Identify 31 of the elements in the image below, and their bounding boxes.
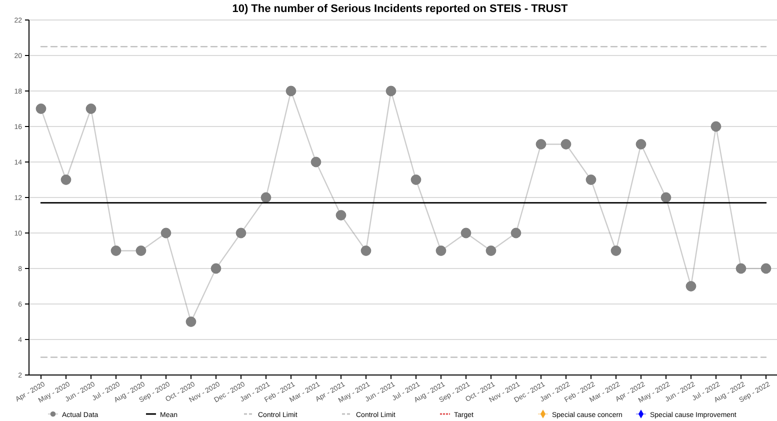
point <box>386 86 396 96</box>
point <box>586 174 596 185</box>
point <box>36 104 46 114</box>
point <box>610 246 622 256</box>
point <box>686 281 696 292</box>
point <box>560 139 572 150</box>
point <box>336 210 346 220</box>
point <box>510 228 522 238</box>
point <box>760 263 772 274</box>
point <box>536 139 546 150</box>
point <box>310 156 322 168</box>
point <box>260 192 272 203</box>
point <box>710 121 722 132</box>
point <box>360 246 372 256</box>
point <box>286 86 296 96</box>
point <box>186 316 196 327</box>
point <box>110 246 122 256</box>
point <box>160 228 172 238</box>
point <box>486 246 496 256</box>
chart-title: 10) The number of Serious Incidents reported on STEIS - TRUST <box>232 3 568 15</box>
point <box>636 139 646 150</box>
point <box>460 228 472 238</box>
point <box>86 104 96 114</box>
point <box>660 192 672 203</box>
point <box>436 246 446 256</box>
point <box>236 228 246 238</box>
point <box>210 263 222 274</box>
point <box>60 174 72 185</box>
point <box>410 174 422 185</box>
point <box>136 246 146 256</box>
point <box>736 263 746 274</box>
